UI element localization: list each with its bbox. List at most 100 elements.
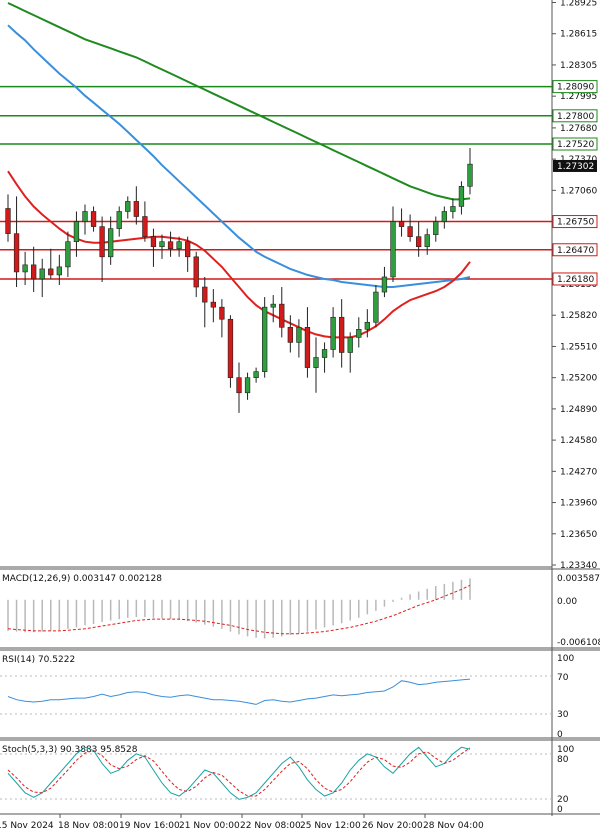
bull-candle (244, 377, 251, 394)
bull-candle (313, 357, 319, 368)
bear-candle (48, 268, 54, 276)
bear-candle (398, 221, 405, 227)
time-tick-label: 18 Nov 08:00 (58, 821, 119, 831)
bear-candle (304, 327, 311, 368)
time-tick-label: 26 Nov 20:00 (362, 821, 423, 831)
rsi-axis-70: 70 (557, 673, 569, 683)
bull-candle (458, 186, 465, 207)
stoch-axis-0: 0 (557, 805, 563, 815)
price-tick-label: 1.27680 (560, 124, 597, 134)
candlesticks (5, 148, 473, 413)
resistance-level-tag-box (552, 80, 598, 94)
bull-candle (364, 321, 370, 330)
time-tick-label: 15 Nov 2024 (0, 821, 54, 831)
bear-candle (142, 216, 148, 237)
stoch-axis-100: 100 (557, 745, 574, 755)
bull-candle (125, 201, 131, 212)
time-tick-label: 22 Nov 08:00 (240, 821, 301, 831)
bull-candle (253, 371, 259, 378)
rsi-axis-30: 30 (557, 710, 569, 720)
bear-candle (416, 236, 422, 248)
support-level-tag-box (552, 243, 598, 257)
bull-candle (176, 241, 182, 250)
macd-histogram (7, 578, 471, 639)
macd-axis-min: -0.006108 (557, 638, 600, 648)
level-tags: 1.28090 1.27800 1.27520 1.26750 1.26470 1.261… (552, 80, 598, 286)
bear-candle (227, 318, 234, 378)
rsi-axis-0: 0 (557, 730, 563, 740)
bear-candle (210, 301, 216, 308)
bear-candle (150, 236, 157, 248)
current-price-tag: 1.27302 (553, 159, 597, 172)
support-level-tag-label: 1.26470 (557, 246, 594, 256)
bull-candle (381, 276, 388, 293)
macd-label: MACD(12,26,9) 0.003147 0.002128 (2, 574, 162, 584)
price-tick-label: 1.27995 (560, 92, 597, 102)
bear-candle (99, 226, 105, 258)
rsi-panel: RSI(14) 70.5222 100 70 30 0 (0, 654, 574, 740)
bear-candle (13, 233, 20, 273)
bear-candle (185, 241, 191, 258)
time-tick-label: 28 Nov 04:00 (423, 821, 484, 831)
resistance-level-tag-label: 1.27520 (557, 140, 594, 150)
time-axis: 15 Nov 2024 18 Nov 08:00 19 Nov 16:00 21 No… (0, 814, 484, 831)
bull-candle (65, 241, 71, 268)
resistance-level-tag-label: 1.27800 (557, 112, 594, 122)
bear-candle (279, 303, 285, 328)
bull-candle (424, 234, 430, 248)
stoch-axis-20: 20 (557, 795, 569, 805)
bear-candle (133, 201, 139, 217)
bear-candle (90, 211, 97, 227)
bull-candle (321, 349, 328, 358)
moving-averages (7, 2, 471, 339)
bull-candle (467, 163, 473, 187)
support-level-tag-label: 1.26180 (557, 275, 594, 285)
current-price-label: 1.27302 (557, 162, 594, 172)
price-tick-label: 1.25510 (560, 342, 597, 352)
stoch-label: Stoch(5,3,3) 90.3883 95.8528 (2, 745, 138, 755)
stoch-k-line (7, 746, 471, 800)
bull-candle (159, 241, 165, 248)
bull-candle (262, 306, 268, 372)
price-tick-label: 1.24580 (560, 436, 597, 446)
bull-candle (373, 291, 379, 323)
bear-candle (31, 264, 37, 280)
bear-candle (219, 306, 225, 320)
bear-candle (5, 208, 11, 234)
price-tick-label: 1.23960 (560, 499, 597, 509)
macd-axis-zero: 0.00 (557, 597, 577, 607)
support-level-tag-box (552, 272, 598, 286)
bull-candle (270, 303, 276, 308)
resistance-level-tag-box (552, 109, 598, 123)
support-level-tag-box (552, 215, 598, 229)
price-tick-label: 1.25820 (560, 311, 597, 321)
price-tick-label: 1.25200 (560, 374, 597, 384)
bull-candle (116, 211, 122, 229)
price-tick-label: 1.27060 (560, 186, 597, 196)
price-tick-label: 1.28305 (560, 61, 597, 71)
time-tick-label: 19 Nov 16:00 (119, 821, 180, 831)
price-tick-label: 1.24270 (560, 467, 597, 477)
bull-candle (82, 211, 88, 222)
panel-frames (0, 0, 600, 816)
bull-candle (39, 268, 45, 280)
resistance-level-tag-label: 1.28090 (557, 83, 594, 93)
rsi-line (7, 678, 471, 705)
ma-green-line (7, 2, 471, 201)
price-tick-label: 1.23650 (560, 530, 597, 540)
price-tick-label: 1.23340 (560, 561, 597, 571)
bull-candle (450, 206, 456, 212)
bull-candle (356, 329, 362, 338)
price-tick-label: 1.24890 (560, 405, 597, 415)
bull-candle (433, 221, 439, 235)
price-tick-label: 1.28925 (560, 0, 597, 9)
rsi-axis-100: 100 (557, 654, 574, 664)
ma-blue-line (7, 24, 471, 288)
bear-candle (339, 316, 345, 353)
stoch-d-line (7, 747, 471, 797)
bull-candle (390, 221, 396, 278)
ma-red-line (7, 170, 471, 339)
bear-candle (236, 377, 242, 394)
time-tick-label: 25 Nov 12:00 (300, 821, 361, 831)
